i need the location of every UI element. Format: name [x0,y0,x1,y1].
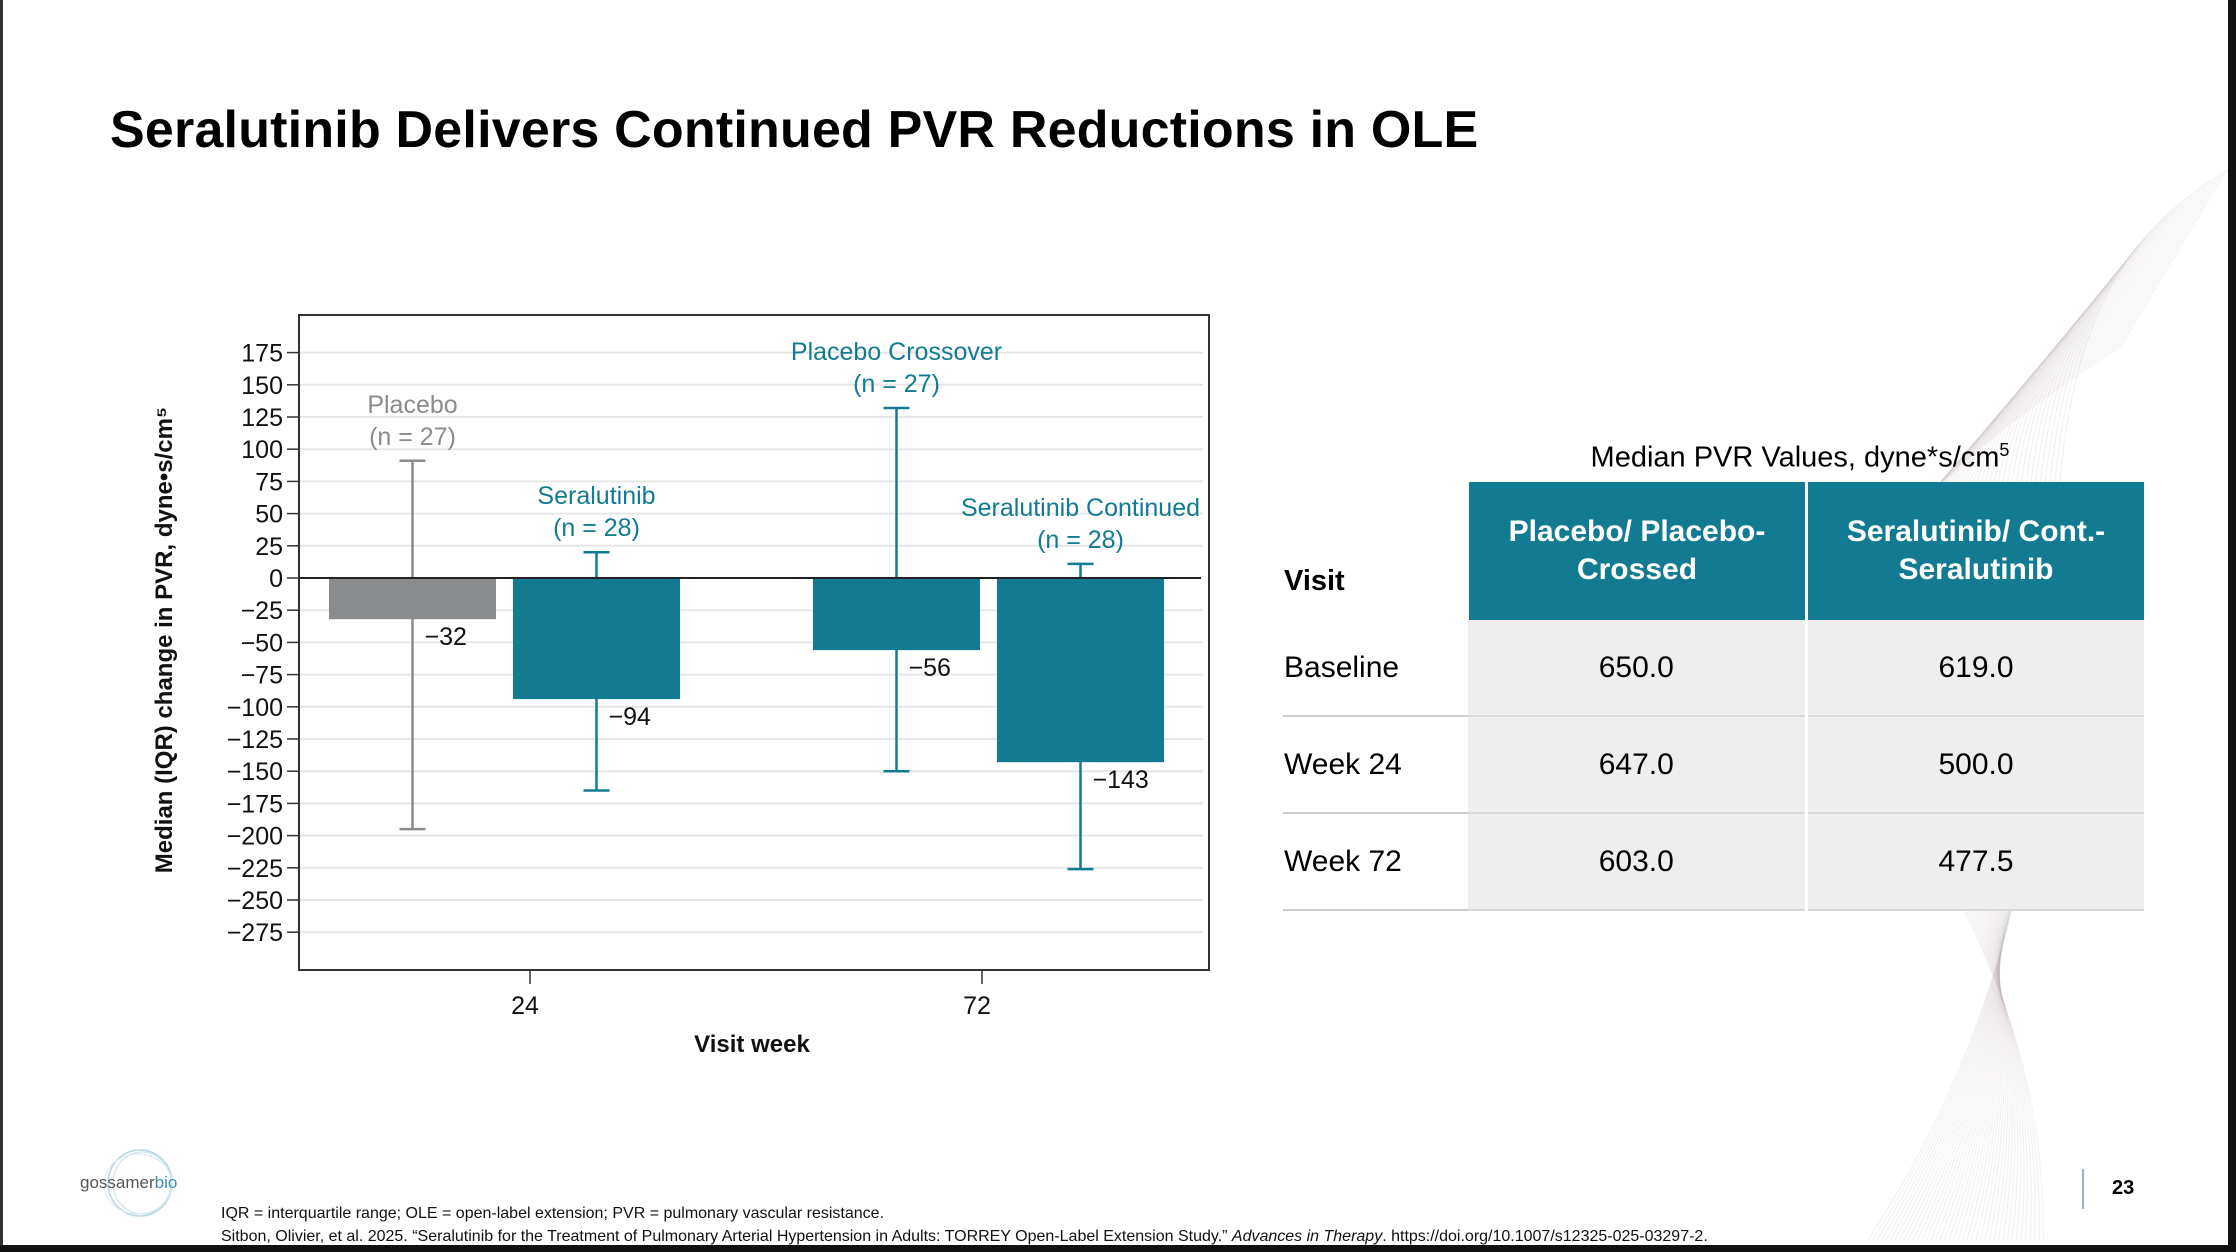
table-row: Week 72 603.0 477.5 [1283,813,2144,911]
x-tick-label: 72 [963,992,991,1020]
cell-placebo: 650.0 [1467,620,1807,717]
cell-seralutinib: 500.0 [1805,716,2144,814]
y-tick-label: −75 [241,662,283,690]
value-label: −94 [609,703,652,731]
y-tick-label: 125 [241,404,283,432]
y-tick-label: −25 [241,597,283,625]
cell-visit: Baseline [1283,620,1468,717]
y-tick-label: 175 [241,340,283,368]
y-tick-label: 75 [255,468,283,496]
y-tick-label: −125 [227,726,283,754]
table-header-row: Visit Placebo/ Placebo-Crossed Seralutin… [1283,482,2144,620]
table-row: Week 24 647.0 500.0 [1283,716,2144,814]
bar-chart: 175 150 125 100 75 50 25 0 −25 −50 −75 −100 −125 −150… [151,314,1210,1058]
series-n-label: (n = 27) [369,423,456,451]
footnotes: IQR = interquartile range; OLE = open-la… [221,1202,1708,1248]
table-caption: Median PVR Values, dyne*s/cm5 [1464,440,2136,475]
series-label: Placebo Crossover [791,338,1002,366]
header-visit: Visit [1283,482,1468,620]
value-label: −143 [1093,766,1149,794]
citation-journal: Advances in Therapy [1231,1228,1383,1245]
slide-border-bottom [0,1245,2236,1252]
y-tick-label: −150 [227,758,283,786]
page-number-divider [2082,1169,2084,1209]
series-n-label: (n = 28) [553,514,640,542]
value-label: −56 [909,654,951,682]
citation-text: Sitbon, Olivier, et al. 2025. “Seralutin… [221,1228,1232,1245]
y-tick-label: −275 [227,919,283,947]
cell-seralutinib: 477.5 [1805,813,2144,911]
y-tick-label: 150 [241,372,283,400]
y-tick-label: −175 [227,790,283,818]
cell-visit: Week 24 [1283,716,1468,814]
table-caption-sup: 5 [1999,440,2010,460]
series-label: Seralutinib [537,482,655,510]
value-label: −32 [425,623,467,651]
y-axis-title: Median (IQR) change in PVR, dyne•s/cm⁵ [151,407,178,873]
header-seralutinib: Seralutinib/ Cont.- Seralutinib [1805,482,2144,620]
series-n-label: (n = 27) [853,370,940,398]
y-tick-label: −225 [227,855,283,883]
y-tick-label: 0 [269,565,283,593]
footnote-citation: Sitbon, Olivier, et al. 2025. “Seralutin… [221,1225,1708,1248]
y-tick-label: 50 [255,501,283,529]
slide-title: Seralutinib Delivers Continued PVR Reduc… [110,101,1479,159]
y-tick-label: 100 [241,436,283,464]
cell-placebo: 603.0 [1467,813,1807,911]
cell-placebo: 647.0 [1467,716,1807,814]
table-caption-text: Median PVR Values, dyne*s/cm [1590,441,2000,474]
gossamerbio-logo: gossamerbio [80,1149,177,1217]
y-tick-label: −100 [227,694,283,722]
cell-seralutinib: 619.0 [1805,620,2144,717]
y-tick-label: −50 [241,629,283,657]
cell-visit: Week 72 [1283,813,1468,911]
citation-doi: . https://doi.org/10.1007/s12325-025-032… [1382,1228,1708,1245]
footnote-abbreviations: IQR = interquartile range; OLE = open-la… [221,1205,885,1222]
slide-border-left [0,0,3,1252]
x-axis-title: Visit week [694,1031,810,1058]
table-row: Baseline 650.0 619.0 [1283,620,2144,717]
y-tick-label: 25 [255,533,283,561]
y-tick-label: −250 [227,887,283,915]
header-placebo: Placebo/ Placebo-Crossed [1466,482,1807,620]
x-tick-label: 24 [511,992,539,1020]
series-label: Seralutinib Continued [961,494,1200,522]
y-tick-label: −200 [227,823,283,851]
page-number: 23 [2112,1177,2135,1199]
series-n-label: (n = 28) [1037,526,1124,554]
svg-text:gossamerbio: gossamerbio [80,1173,177,1192]
pvr-values-table: Visit Placebo/ Placebo-Crossed Seralutin… [1283,482,2144,911]
plot-frame [298,314,1210,971]
series-label: Placebo [367,391,457,419]
slide-border-right [2228,0,2236,1252]
